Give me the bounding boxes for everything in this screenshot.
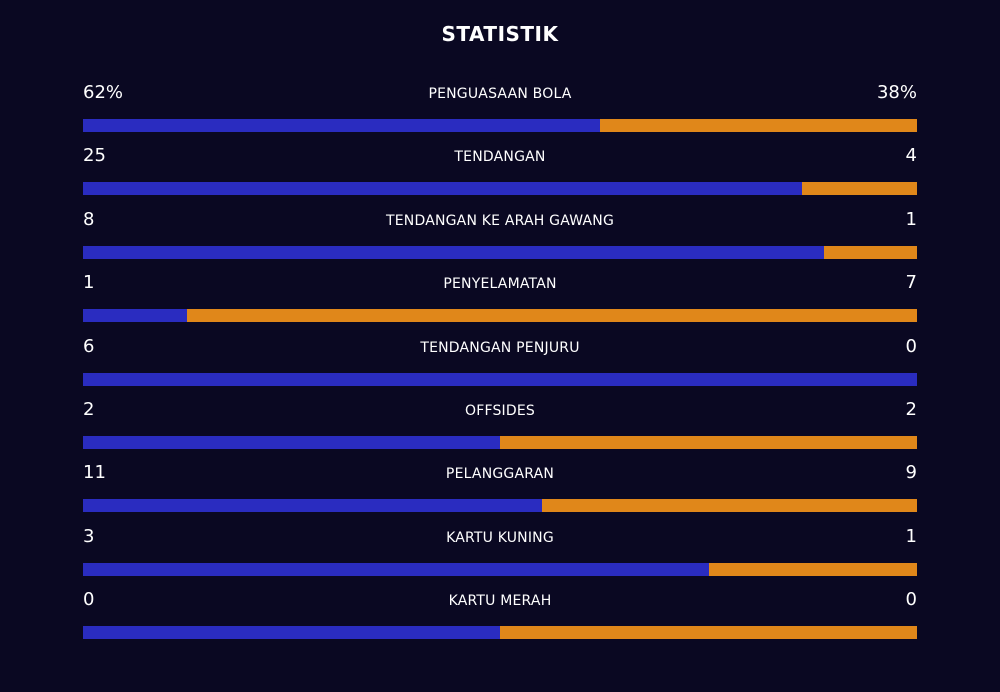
stat-row-fouls: 11 PELANGGARAN 9 (83, 462, 917, 525)
away-value: 0 (905, 335, 917, 357)
stat-label: KARTU MERAH (448, 593, 552, 610)
stats-title: STATISTIK (441, 22, 559, 46)
home-value: 6 (83, 335, 95, 357)
home-fill (83, 626, 500, 640)
home-fill (83, 119, 601, 132)
away-value: 0 (905, 589, 917, 611)
stat-row-saves: 1 PENYELAMATAN 7 (83, 272, 917, 335)
home-fill (83, 245, 825, 259)
stat-label: TENDANGAN (454, 149, 546, 166)
comparison-bar (83, 309, 917, 323)
stat-row-shots-on-target: 8 TENDANGAN KE ARAH GAWANG 1 (83, 209, 917, 272)
home-value: 25 (83, 145, 106, 167)
away-fill (187, 309, 917, 323)
home-value: 11 (83, 462, 106, 484)
stat-row-yellow-cards: 3 KARTU KUNING 1 (83, 526, 917, 589)
away-fill (500, 626, 917, 640)
away-value: 7 (905, 272, 917, 294)
stat-label: TENDANGAN KE ARAH GAWANG (385, 212, 614, 229)
home-value: 62% (83, 82, 124, 103)
home-fill (83, 435, 500, 449)
comparison-bar (83, 435, 917, 449)
home-value: 3 (83, 525, 95, 547)
away-value: 1 (905, 525, 917, 547)
comparison-bar (83, 119, 917, 132)
stat-label: TENDANGAN PENJURU (420, 339, 580, 356)
stat-row-shots: 25 TENDANGAN 4 (83, 145, 917, 208)
stat-label: PELANGGARAN (445, 466, 555, 483)
away-value: 2 (905, 398, 917, 420)
away-value: 9 (905, 462, 917, 484)
stat-label: PENYELAMATAN (443, 276, 557, 293)
stat-label: OFFSIDES (464, 402, 535, 419)
comparison-bar (83, 372, 917, 386)
home-value: 8 (83, 208, 95, 230)
stat-label: KARTU KUNING (446, 529, 554, 546)
away-fill (500, 435, 917, 449)
away-fill (801, 182, 917, 196)
home-fill (83, 499, 542, 513)
stat-row-corners: 6 TENDANGAN PENJURU 0 (83, 336, 917, 399)
home-value: 0 (83, 589, 95, 611)
away-fill (824, 245, 917, 259)
stat-row-ball-possession: 62% PENGUASAAN BOLA 38% (83, 82, 917, 145)
stats-list: 62% PENGUASAAN BOLA 38% 25 TENDANGAN 4 8… (83, 82, 917, 653)
stat-label: PENGUASAAN BOLA (428, 86, 572, 102)
comparison-bar (83, 245, 917, 259)
comparison-bar (83, 182, 917, 196)
comparison-bar (83, 499, 917, 513)
away-value: 1 (905, 208, 917, 230)
stat-row-red-cards: 0 KARTU MERAH 0 (83, 589, 917, 652)
away-fill (708, 562, 917, 576)
away-value: 38% (876, 82, 917, 103)
away-value: 4 (905, 145, 917, 167)
home-fill (83, 309, 188, 323)
home-value: 2 (83, 398, 95, 420)
comparison-bar (83, 626, 917, 640)
stat-row-offsides: 2 OFFSIDES 2 (83, 399, 917, 462)
away-fill (541, 499, 917, 513)
home-value: 1 (83, 272, 95, 294)
away-fill (600, 119, 917, 132)
comparison-bar (83, 562, 917, 576)
home-fill (83, 562, 709, 576)
home-fill (83, 182, 802, 196)
home-fill (83, 372, 917, 386)
